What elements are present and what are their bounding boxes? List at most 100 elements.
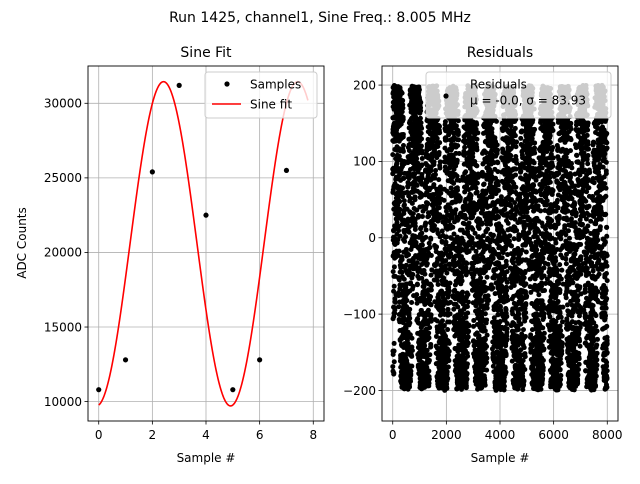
residual-point bbox=[427, 325, 432, 330]
residual-point bbox=[496, 188, 501, 193]
legend-samples-label: Samples bbox=[250, 78, 301, 92]
sine-fit-legend: Samples Sine fit bbox=[205, 72, 317, 118]
residual-point bbox=[447, 288, 452, 293]
residual-point bbox=[450, 225, 455, 230]
residual-point bbox=[420, 243, 425, 248]
residual-point bbox=[392, 359, 397, 364]
residual-point bbox=[521, 327, 526, 332]
residual-point bbox=[419, 231, 424, 236]
residual-point bbox=[417, 87, 422, 92]
residual-point bbox=[482, 378, 487, 383]
residual-point bbox=[453, 207, 458, 212]
residual-point bbox=[500, 255, 505, 260]
residual-point bbox=[466, 341, 471, 346]
residual-point bbox=[474, 249, 479, 254]
residual-point bbox=[407, 316, 412, 321]
residual-point bbox=[436, 282, 441, 287]
residual-point bbox=[391, 370, 396, 375]
residual-point bbox=[446, 365, 451, 370]
residual-point bbox=[513, 185, 518, 190]
residual-point bbox=[418, 108, 423, 113]
sample-point bbox=[257, 357, 262, 362]
residual-point bbox=[475, 189, 480, 194]
residual-point bbox=[503, 370, 508, 375]
residual-point bbox=[443, 240, 448, 245]
sine-fit-grid bbox=[88, 66, 324, 421]
residual-point bbox=[504, 288, 509, 293]
residual-point bbox=[437, 166, 442, 171]
figure-suptitle: Run 1425, channel1, Sine Freq.: 8.005 MH… bbox=[169, 10, 471, 26]
residual-point bbox=[496, 183, 501, 188]
residual-point bbox=[407, 321, 412, 326]
residual-point bbox=[490, 286, 495, 291]
residual-point bbox=[427, 352, 432, 357]
residual-point bbox=[392, 264, 397, 269]
sine-fit-samples-group bbox=[96, 83, 289, 392]
residual-point bbox=[400, 91, 405, 96]
residual-point bbox=[419, 144, 424, 149]
residual-point bbox=[485, 333, 490, 338]
residual-point bbox=[404, 298, 409, 303]
residual-point bbox=[424, 227, 429, 232]
residual-point bbox=[466, 329, 471, 334]
residual-point bbox=[408, 369, 413, 374]
sine-fit-ytick-label: 25000 bbox=[44, 171, 82, 185]
residual-point bbox=[465, 310, 470, 315]
residual-point bbox=[485, 227, 490, 232]
legend-sine-fit-label: Sine fit bbox=[250, 98, 292, 112]
residual-point bbox=[469, 193, 474, 198]
residual-point bbox=[446, 358, 451, 363]
residual-point bbox=[503, 365, 508, 370]
residual-point bbox=[420, 214, 425, 219]
residual-point bbox=[413, 197, 418, 202]
residual-point bbox=[407, 307, 412, 312]
residual-point bbox=[392, 341, 397, 346]
residual-point bbox=[513, 126, 518, 131]
residual-point bbox=[522, 345, 527, 350]
residual-point bbox=[437, 150, 442, 155]
residual-point bbox=[460, 278, 465, 283]
residual-point bbox=[522, 275, 527, 280]
residuals-title: Residuals bbox=[467, 45, 533, 61]
residual-point bbox=[428, 342, 433, 347]
residual-point bbox=[401, 132, 406, 137]
residual-point bbox=[410, 272, 415, 277]
residual-point bbox=[506, 221, 511, 226]
residual-point bbox=[482, 182, 487, 187]
residual-point bbox=[484, 368, 489, 373]
residual-point bbox=[455, 188, 460, 193]
residual-point bbox=[455, 143, 460, 148]
residual-point bbox=[425, 261, 430, 266]
residual-point bbox=[521, 379, 526, 384]
residual-point bbox=[505, 280, 510, 285]
residual-point bbox=[413, 224, 418, 229]
residual-point bbox=[475, 130, 480, 135]
residual-point bbox=[447, 349, 452, 354]
residual-point bbox=[419, 120, 424, 125]
residual-point bbox=[448, 311, 453, 316]
residual-point bbox=[400, 106, 405, 111]
residual-point bbox=[428, 294, 433, 299]
residual-point bbox=[426, 335, 431, 340]
residual-point bbox=[414, 156, 419, 161]
residual-point bbox=[464, 265, 469, 270]
residual-point bbox=[504, 314, 509, 319]
residual-point bbox=[429, 312, 434, 317]
residual-point bbox=[507, 233, 512, 238]
residual-point bbox=[426, 369, 431, 374]
residual-point bbox=[499, 194, 504, 199]
sine-fit-ylabel: ADC Counts bbox=[15, 207, 29, 279]
residual-point bbox=[456, 118, 461, 123]
residual-point bbox=[463, 169, 468, 174]
sine-fit-ytick-label: 15000 bbox=[44, 320, 82, 334]
residual-point bbox=[462, 145, 467, 150]
residual-point bbox=[401, 149, 406, 154]
residual-point bbox=[397, 249, 402, 254]
sample-point bbox=[96, 387, 101, 392]
residual-point bbox=[415, 282, 420, 287]
residual-point bbox=[516, 312, 521, 317]
residual-point bbox=[465, 371, 470, 376]
sine-fit-title: Sine Fit bbox=[180, 45, 232, 61]
